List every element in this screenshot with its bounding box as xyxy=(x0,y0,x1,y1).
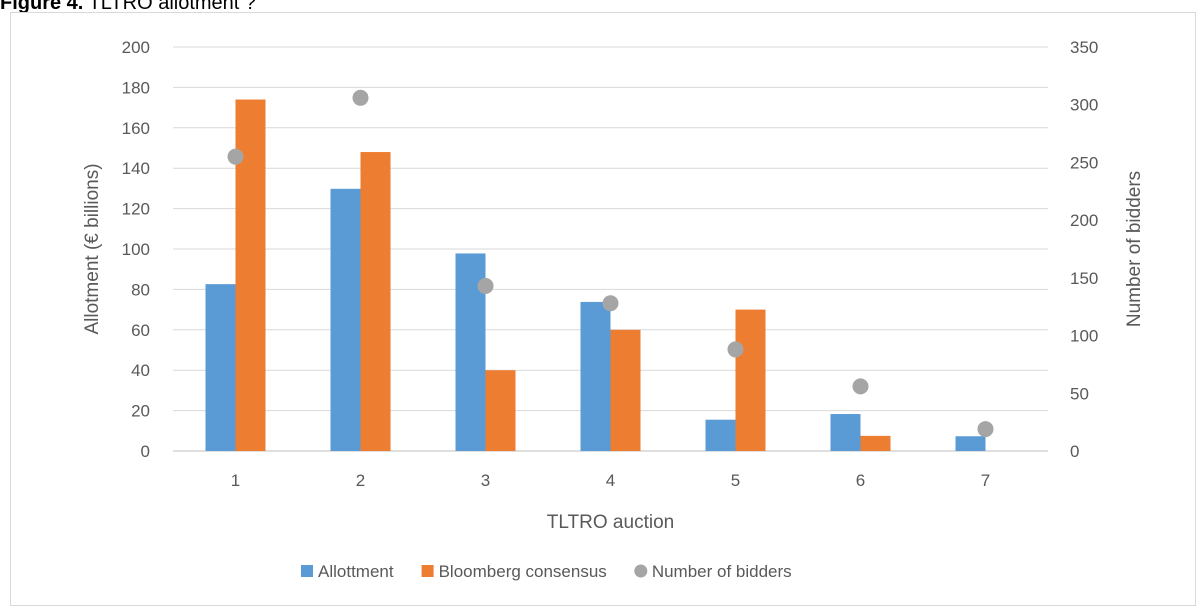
y2-tick-label: 250 xyxy=(1070,153,1098,172)
allotment-bar xyxy=(205,284,236,451)
y2-tick-label: 300 xyxy=(1070,96,1098,115)
legend-swatch-allotment xyxy=(301,565,313,577)
consensus-bar xyxy=(360,152,391,452)
legend-label: Allottment xyxy=(318,562,394,581)
y-axis-title: Allotment (€ billions) xyxy=(82,163,103,334)
bidders-point xyxy=(352,89,369,106)
allotment-bar xyxy=(330,188,361,451)
legend-swatch-consensus xyxy=(421,565,434,577)
legend-label: Number of bidders xyxy=(652,562,792,581)
allotment-bar xyxy=(705,419,736,451)
x-axis-title: TLTRO auction xyxy=(547,512,674,533)
legend-label: Bloomberg consensus xyxy=(439,562,607,581)
figure-title: TLTRO allotment ? xyxy=(88,0,257,14)
consensus-bar xyxy=(860,435,891,451)
consensus-bar xyxy=(610,329,641,451)
x-tick-label: 1 xyxy=(231,471,240,490)
bidders-point xyxy=(727,341,744,358)
x-tick-label: 3 xyxy=(481,471,490,490)
allotment-bar xyxy=(955,436,986,451)
consensus-bar xyxy=(735,309,766,451)
bidders-point xyxy=(602,295,619,312)
y-tick-label: 80 xyxy=(131,280,150,299)
bidders-point xyxy=(477,277,494,294)
y-tick-label: 200 xyxy=(122,38,150,57)
y2-tick-label: 150 xyxy=(1070,269,1098,288)
x-tick-label: 2 xyxy=(356,471,365,490)
bars xyxy=(205,99,986,452)
figure-caption: Figure 4. TLTRO allotment ? xyxy=(0,0,256,15)
y-tick-label: 40 xyxy=(131,361,150,380)
y-tick-label: 20 xyxy=(131,402,150,421)
figure-label: Figure 4. xyxy=(0,0,84,14)
tick-labels: 0 20 40 60 80 100 120 140 160 180 200 0 50 100 150 200 2… xyxy=(122,38,1099,490)
x-tick-label: 4 xyxy=(606,471,615,490)
y2-tick-label: 350 xyxy=(1070,38,1098,57)
y-tick-label: 60 xyxy=(131,321,150,340)
y-tick-label: 120 xyxy=(122,200,150,219)
y-tick-label: 160 xyxy=(122,119,150,138)
legend: Allottment Bloomberg consensus Number of b… xyxy=(301,562,792,581)
y2-tick-label: 50 xyxy=(1070,384,1089,403)
legend-swatch-bidders xyxy=(634,564,648,578)
x-tick-label: 7 xyxy=(981,471,990,490)
y-tick-label: 140 xyxy=(122,159,150,178)
x-tick-label: 5 xyxy=(731,471,740,490)
allotment-bar xyxy=(580,301,611,451)
allotment-bar xyxy=(830,414,861,451)
x-tick-label: 6 xyxy=(856,471,865,490)
y2-tick-label: 0 xyxy=(1070,442,1079,461)
bidders-point xyxy=(227,148,244,165)
bidders-point xyxy=(977,421,994,438)
y2-tick-label: 200 xyxy=(1070,211,1098,230)
y-tick-label: 100 xyxy=(122,240,150,259)
y-tick-label: 0 xyxy=(141,442,150,461)
y-tick-label: 180 xyxy=(122,78,150,97)
consensus-bar xyxy=(485,370,516,451)
y2-axis-title: Number of bidders xyxy=(1124,171,1145,327)
bidders-point xyxy=(852,378,869,395)
y2-tick-label: 100 xyxy=(1070,327,1098,346)
bidder-points xyxy=(227,89,994,438)
